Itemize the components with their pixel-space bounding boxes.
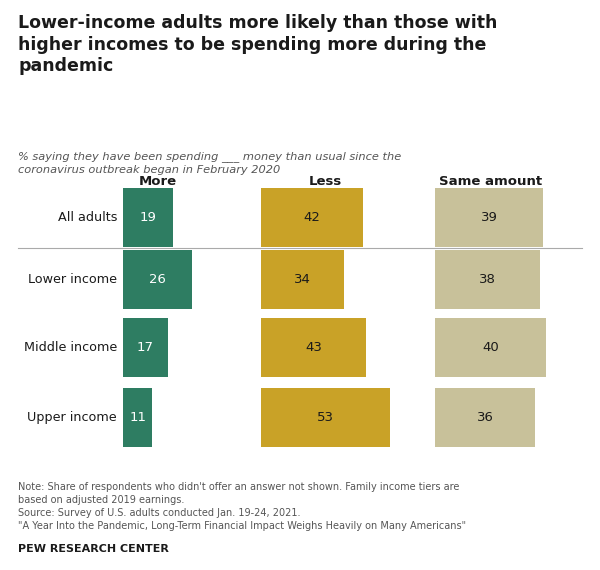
Bar [435, 250, 541, 309]
Bar [123, 250, 192, 309]
Text: Upper income: Upper income [28, 411, 117, 424]
Bar [261, 388, 390, 447]
Text: 43: 43 [305, 341, 322, 354]
Bar [435, 188, 543, 247]
Bar [435, 388, 535, 447]
Bar [261, 318, 365, 377]
Text: 38: 38 [479, 273, 496, 286]
Text: PEW RESEARCH CENTER: PEW RESEARCH CENTER [18, 544, 169, 554]
Bar [435, 318, 546, 377]
Text: 42: 42 [304, 211, 320, 224]
Text: Less: Less [308, 175, 342, 188]
Text: All adults: All adults [58, 211, 117, 224]
Bar [261, 188, 363, 247]
Text: 53: 53 [317, 411, 334, 424]
Bar [261, 250, 344, 309]
Text: 17: 17 [137, 341, 154, 354]
Text: More: More [139, 175, 177, 188]
Bar [123, 388, 152, 447]
Text: 19: 19 [140, 211, 157, 224]
Text: % saying they have been spending ___ money than usual since the
coronavirus outb: % saying they have been spending ___ mon… [18, 151, 401, 175]
Text: 39: 39 [481, 211, 497, 224]
Text: Lower income: Lower income [28, 273, 117, 286]
Text: Middle income: Middle income [24, 341, 117, 354]
Text: 40: 40 [482, 341, 499, 354]
Text: 34: 34 [294, 273, 311, 286]
Text: Lower-income adults more likely than those with
higher incomes to be spending mo: Lower-income adults more likely than tho… [18, 14, 497, 75]
Bar [123, 188, 173, 247]
Text: 11: 11 [129, 411, 146, 424]
Text: 26: 26 [149, 273, 166, 286]
Bar [123, 318, 168, 377]
Text: Note: Share of respondents who didn't offer an answer not shown. Family income t: Note: Share of respondents who didn't of… [18, 482, 466, 531]
Text: 36: 36 [476, 411, 493, 424]
Text: Same amount: Same amount [439, 175, 542, 188]
